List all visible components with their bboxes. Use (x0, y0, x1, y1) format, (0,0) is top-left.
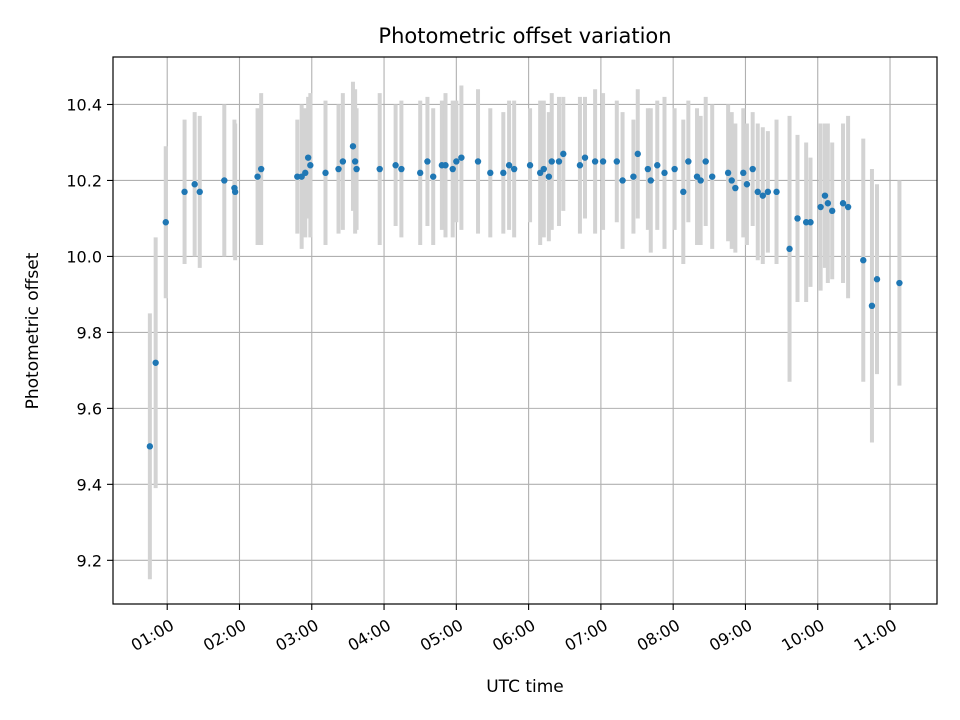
data-point-9 (254, 173, 261, 180)
data-point-57 (671, 165, 678, 173)
data-point-15 (307, 162, 314, 169)
data-point-87 (896, 279, 903, 287)
data-point-55 (654, 162, 661, 169)
data-point-33 (474, 158, 482, 165)
data-point-44 (560, 150, 567, 158)
chart-title: Photometric offset variation (378, 24, 671, 48)
data-point-4 (191, 181, 198, 188)
y-tick-label-1: 9.4 (77, 475, 102, 494)
data-point-45 (576, 162, 584, 169)
data-point-73 (773, 188, 780, 196)
y-tick-label-5: 10.2 (66, 171, 102, 190)
data-point-77 (807, 219, 814, 226)
data-point-56 (661, 169, 668, 177)
data-point-8 (231, 188, 239, 196)
data-point-40 (540, 165, 547, 173)
data-point-6 (221, 177, 228, 184)
data-point-71 (759, 192, 767, 199)
data-point-75 (794, 215, 801, 222)
data-point-62 (702, 158, 709, 165)
data-point-70 (754, 188, 761, 196)
data-point-20 (351, 158, 359, 165)
y-tick-label-3: 9.8 (77, 323, 102, 342)
x-axis-label: UTC time (486, 677, 564, 697)
data-point-36 (505, 162, 513, 169)
data-point-64 (724, 169, 732, 177)
data-point-29 (442, 162, 449, 169)
data-point-10 (257, 165, 265, 173)
data-point-38 (526, 162, 534, 169)
data-point-83 (844, 203, 852, 211)
data-point-25 (416, 169, 424, 177)
data-point-30 (449, 165, 456, 173)
data-point-3 (181, 188, 188, 196)
data-point-32 (458, 154, 465, 161)
data-point-80 (824, 200, 832, 207)
data-point-48 (599, 158, 607, 165)
data-point-63 (709, 173, 716, 180)
data-point-54 (647, 177, 654, 184)
data-point-61 (697, 177, 704, 184)
data-point-16 (322, 169, 329, 177)
data-point-68 (743, 181, 751, 188)
data-point-58 (680, 188, 687, 196)
data-point-49 (613, 158, 620, 165)
data-point-81 (828, 207, 836, 215)
data-point-78 (817, 203, 824, 211)
data-point-43 (555, 158, 563, 165)
data-point-21 (353, 165, 360, 173)
y-tick-label-6: 10.4 (66, 95, 102, 114)
data-point-47 (591, 158, 599, 165)
data-point-5 (196, 188, 203, 196)
data-point-50 (619, 177, 626, 184)
plot-frame (112, 56, 938, 605)
y-axis-label: Photometric offset (23, 252, 43, 409)
data-point-67 (740, 169, 747, 177)
data-points (146, 143, 903, 450)
data-point-24 (398, 165, 405, 173)
y-tick-label-4: 10.0 (66, 247, 102, 266)
data-point-13 (302, 169, 309, 177)
data-point-85 (868, 302, 876, 310)
data-point-51 (630, 173, 637, 180)
y-tick-label-0: 9.2 (77, 551, 102, 570)
data-point-86 (873, 276, 881, 283)
data-point-65 (728, 177, 735, 184)
data-point-53 (644, 165, 652, 173)
data-point-0 (146, 443, 154, 450)
data-point-14 (304, 154, 312, 161)
data-point-69 (749, 165, 756, 173)
data-point-31 (453, 158, 460, 165)
data-point-26 (424, 158, 431, 165)
y-axis-ticks: 9.2 9.4 9.6 9.8 10.0 10.2 10.4 (66, 95, 113, 570)
data-point-41 (545, 173, 553, 180)
data-point-37 (510, 165, 518, 173)
data-point-17 (335, 165, 342, 173)
data-point-52 (634, 150, 641, 158)
data-point-34 (487, 169, 494, 177)
data-point-2 (162, 219, 169, 226)
data-point-1 (152, 359, 159, 366)
data-point-27 (430, 173, 437, 180)
data-point-82 (839, 200, 847, 207)
data-point-22 (376, 165, 383, 173)
data-point-74 (786, 245, 793, 253)
data-point-84 (860, 257, 867, 264)
data-point-72 (764, 188, 772, 196)
y-tick-label-2: 9.6 (77, 399, 102, 418)
data-point-79 (821, 192, 829, 199)
data-point-18 (339, 158, 347, 165)
data-point-19 (349, 143, 357, 150)
data-point-23 (392, 162, 399, 169)
data-point-59 (685, 158, 692, 165)
data-point-42 (548, 158, 555, 165)
data-point-66 (732, 184, 739, 192)
data-point-35 (500, 169, 507, 177)
data-point-46 (581, 154, 589, 161)
